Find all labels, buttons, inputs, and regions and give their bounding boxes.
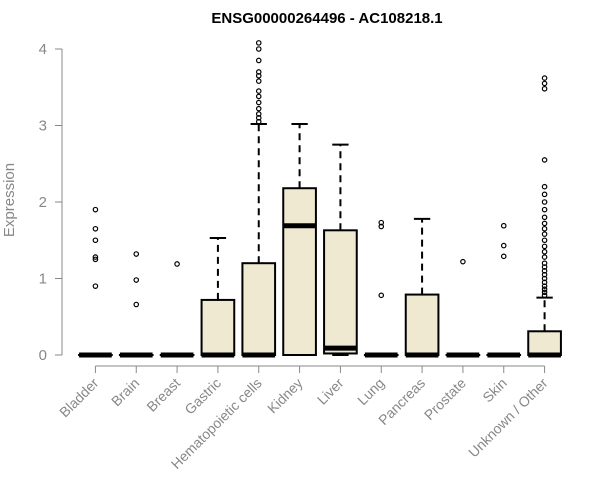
outlier-point xyxy=(541,80,548,87)
y-tick-label: 0 xyxy=(39,347,47,364)
box-bladder xyxy=(78,206,113,358)
boxes xyxy=(78,40,562,358)
box-body xyxy=(200,298,236,357)
outlier-point xyxy=(541,220,548,227)
box-prostate xyxy=(445,258,481,358)
outlier-point xyxy=(255,57,262,64)
outlier-point xyxy=(500,242,507,249)
outlier-point xyxy=(255,99,262,106)
outlier-point xyxy=(541,214,548,221)
y-tick-label: 3 xyxy=(39,118,47,135)
box-pancreas xyxy=(404,217,440,358)
y-tick-label: 4 xyxy=(39,41,47,58)
outlier-point xyxy=(541,225,548,232)
y-tick-label: 2 xyxy=(39,194,47,211)
outlier-point xyxy=(541,206,548,213)
outlier-point xyxy=(541,243,548,250)
outlier-point xyxy=(174,261,180,267)
box-body xyxy=(241,262,277,357)
outlier-point xyxy=(541,292,548,299)
outlier-point xyxy=(541,191,548,198)
box-body xyxy=(527,330,562,357)
outlier-point xyxy=(255,40,262,46)
x-tick-label: Brain xyxy=(108,375,142,409)
outlier-point xyxy=(92,283,99,289)
outlier-point xyxy=(541,248,548,255)
outlier-point xyxy=(92,225,99,232)
outlier-point xyxy=(255,46,262,52)
box-hematopoietic-cells xyxy=(241,40,277,358)
y-tick-label: 1 xyxy=(39,271,47,288)
box-body xyxy=(282,187,317,356)
outlier-point xyxy=(541,260,548,267)
outlier-point xyxy=(500,253,507,260)
outlier-point xyxy=(92,254,99,260)
outlier-point xyxy=(255,78,262,84)
outlier-point xyxy=(133,277,140,283)
box-kidney xyxy=(282,122,317,356)
x-tick-label: Lung xyxy=(354,375,387,408)
outlier-point xyxy=(541,199,548,205)
outlier-point xyxy=(255,69,262,75)
outlier-point xyxy=(541,85,548,92)
chart-title: ENSG00000264496 - AC108218.1 xyxy=(211,10,442,27)
box-unknown-other xyxy=(527,75,562,358)
outlier-point xyxy=(378,219,385,226)
x-tick-label: Bladder xyxy=(56,375,102,421)
x-tick-label: Skin xyxy=(479,375,510,406)
outlier-point xyxy=(541,75,548,81)
outlier-point xyxy=(92,256,99,263)
outlier-point xyxy=(378,292,385,299)
y-axis: 0 1 2 3 4 xyxy=(39,41,63,364)
outlier-point xyxy=(255,111,262,117)
box-skin xyxy=(486,222,522,358)
outlier-point xyxy=(541,286,548,293)
box-body xyxy=(323,229,358,355)
outlier-point xyxy=(541,237,548,244)
outlier-point xyxy=(92,206,99,213)
x-tick-label: Kidney xyxy=(264,375,306,417)
outlier-point xyxy=(255,93,262,100)
outlier-point xyxy=(92,237,99,244)
outlier-point xyxy=(460,258,466,265)
outlier-point xyxy=(133,301,140,308)
box-lung xyxy=(363,219,399,358)
x-tick-label: Breast xyxy=(143,375,183,415)
outlier-point xyxy=(541,289,548,296)
outlier-point xyxy=(500,222,507,229)
outlier-point xyxy=(541,157,548,163)
outlier-point xyxy=(255,88,262,94)
box-liver xyxy=(323,143,358,356)
box-brain xyxy=(118,251,154,358)
outlier-point xyxy=(255,105,262,112)
box-breast xyxy=(159,261,195,358)
y-axis-label: Expression xyxy=(1,163,18,237)
x-tick-label: Liver xyxy=(314,375,347,408)
outlier-point xyxy=(541,231,548,237)
x-tick-label: Prostate xyxy=(421,375,469,423)
box-gastric xyxy=(200,236,236,358)
outlier-point xyxy=(133,251,140,257)
outlier-point xyxy=(541,183,548,190)
outlier-point xyxy=(541,254,548,260)
box-body xyxy=(404,293,440,357)
